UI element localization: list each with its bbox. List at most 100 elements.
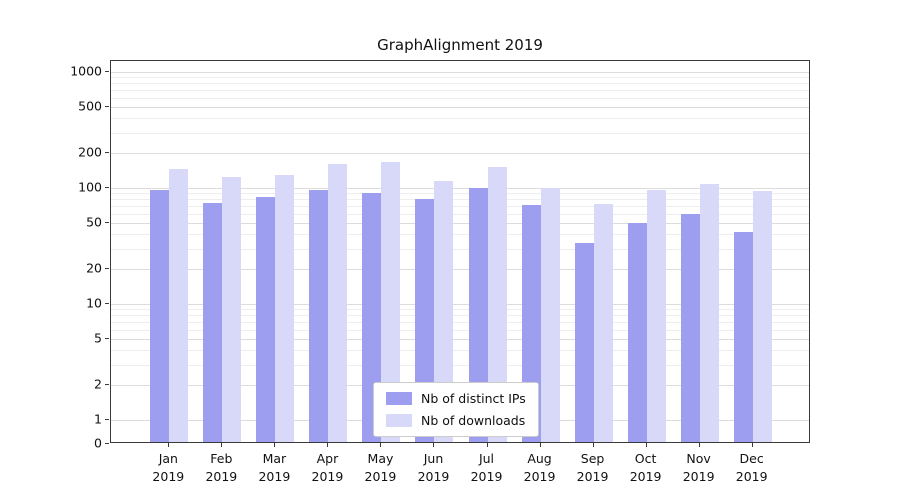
legend-label: Nb of downloads <box>421 413 526 428</box>
x-tick-mark <box>433 443 435 447</box>
bar-downloads-jan <box>169 169 189 442</box>
bar-distinct-ips-jul <box>468 188 488 442</box>
bar-downloads-oct <box>646 190 666 442</box>
major-gridline <box>111 304 809 305</box>
bar-distinct-ips-jun <box>415 199 435 442</box>
y-tick-mark <box>105 303 109 304</box>
major-gridline <box>111 153 809 155</box>
minor-gridline <box>111 315 809 317</box>
legend-swatch-distinct-ips <box>386 392 412 405</box>
y-tick-mark <box>105 337 109 339</box>
legend-entry: Nb of downloads <box>386 413 526 428</box>
x-tick-label: Sep 2019 <box>576 451 609 485</box>
x-tick-label: Nov 2019 <box>682 451 715 485</box>
x-tick-label: Mar 2019 <box>258 451 291 485</box>
minor-gridline <box>111 77 809 79</box>
x-tick-label: May 2019 <box>364 451 397 485</box>
bar-distinct-ips-dec <box>733 232 753 442</box>
y-tick-label: 20 <box>86 260 102 276</box>
minor-gridline <box>111 89 809 91</box>
legend: Nb of distinct IPs Nb of downloads <box>373 382 539 437</box>
minor-gridline <box>111 213 809 215</box>
bar-downloads-may <box>381 162 401 442</box>
bar-distinct-ips-oct <box>627 222 647 442</box>
x-tick-mark <box>645 443 647 447</box>
major-gridline <box>111 269 809 271</box>
x-tick-mark <box>380 443 382 447</box>
minor-gridline <box>111 118 809 120</box>
bar-downloads-dec <box>752 191 772 442</box>
minor-gridline <box>111 199 809 201</box>
y-tick-label: 1 <box>94 411 102 427</box>
y-tick-label: 50 <box>86 214 102 230</box>
y-tick-label: 0 <box>94 435 102 451</box>
minor-gridline <box>111 83 809 85</box>
major-gridline <box>111 106 809 108</box>
y-tick-mark <box>105 105 109 107</box>
bar-distinct-ips-mar <box>256 197 276 442</box>
x-tick-mark <box>274 443 276 447</box>
bar-distinct-ips-may <box>362 193 382 442</box>
bar-downloads-jul <box>487 167 507 442</box>
y-tick-mark <box>105 152 109 154</box>
x-tick-label: Oct 2019 <box>629 451 662 485</box>
minor-gridline <box>111 234 809 236</box>
bar-downloads-nov <box>699 183 719 442</box>
y-tick-label: 500 <box>78 98 102 114</box>
bar-downloads-mar <box>275 174 295 442</box>
x-tick-label: Jan 2019 <box>152 451 185 485</box>
y-tick-mark <box>105 419 109 420</box>
y-tick-label: 100 <box>78 179 102 195</box>
bar-distinct-ips-sep <box>574 243 594 442</box>
y-tick-mark <box>105 71 109 72</box>
major-gridline <box>111 188 809 189</box>
y-tick-label: 200 <box>78 144 102 160</box>
x-tick-mark <box>486 443 488 447</box>
x-tick-mark <box>592 443 594 447</box>
y-tick-mark <box>105 443 109 444</box>
y-tick-label: 5 <box>94 330 102 346</box>
x-tick-mark <box>327 443 329 447</box>
major-gridline <box>111 338 809 340</box>
plot-area: Nb of distinct IPs Nb of downloads <box>110 60 810 443</box>
y-tick-label: 2 <box>94 376 102 392</box>
chart-title: GraphAlignment 2019 <box>377 36 543 54</box>
x-tick-mark <box>698 443 700 447</box>
minor-gridline <box>111 329 809 331</box>
bar-distinct-ips-apr <box>309 190 329 442</box>
minor-gridline <box>111 350 809 352</box>
bar-distinct-ips-feb <box>203 202 223 442</box>
x-tick-label: Dec 2019 <box>735 451 768 485</box>
legend-label: Nb of distinct IPs <box>421 391 526 406</box>
bar-downloads-aug <box>540 187 560 442</box>
x-tick-label: Feb 2019 <box>205 451 238 485</box>
bar-downloads-feb <box>222 176 242 442</box>
minor-gridline <box>111 321 809 323</box>
x-tick-mark <box>539 443 541 447</box>
x-tick-label: Jun 2019 <box>417 451 450 485</box>
y-tick-label: 1000 <box>70 63 102 79</box>
minor-gridline <box>111 97 809 99</box>
x-tick-label: Aug 2019 <box>523 451 556 485</box>
bar-downloads-sep <box>593 203 613 442</box>
legend-swatch-downloads <box>386 414 412 427</box>
minor-gridline <box>111 309 809 311</box>
minor-gridline <box>111 205 809 207</box>
bar-downloads-apr <box>328 163 348 442</box>
minor-gridline <box>111 364 809 366</box>
x-tick-label: Apr 2019 <box>311 451 344 485</box>
x-tick-mark <box>168 443 170 447</box>
minor-gridline <box>111 193 809 195</box>
bar-distinct-ips-jan <box>150 190 170 442</box>
major-gridline <box>111 72 809 73</box>
x-tick-label: Jul 2019 <box>470 451 503 485</box>
y-tick-mark <box>105 187 109 188</box>
x-tick-mark <box>751 443 753 447</box>
major-gridline <box>111 222 809 224</box>
y-tick-label: 10 <box>86 295 102 311</box>
minor-gridline <box>111 248 809 250</box>
minor-gridline <box>111 132 809 134</box>
x-tick-mark <box>221 443 223 447</box>
bars-layer <box>111 61 809 442</box>
